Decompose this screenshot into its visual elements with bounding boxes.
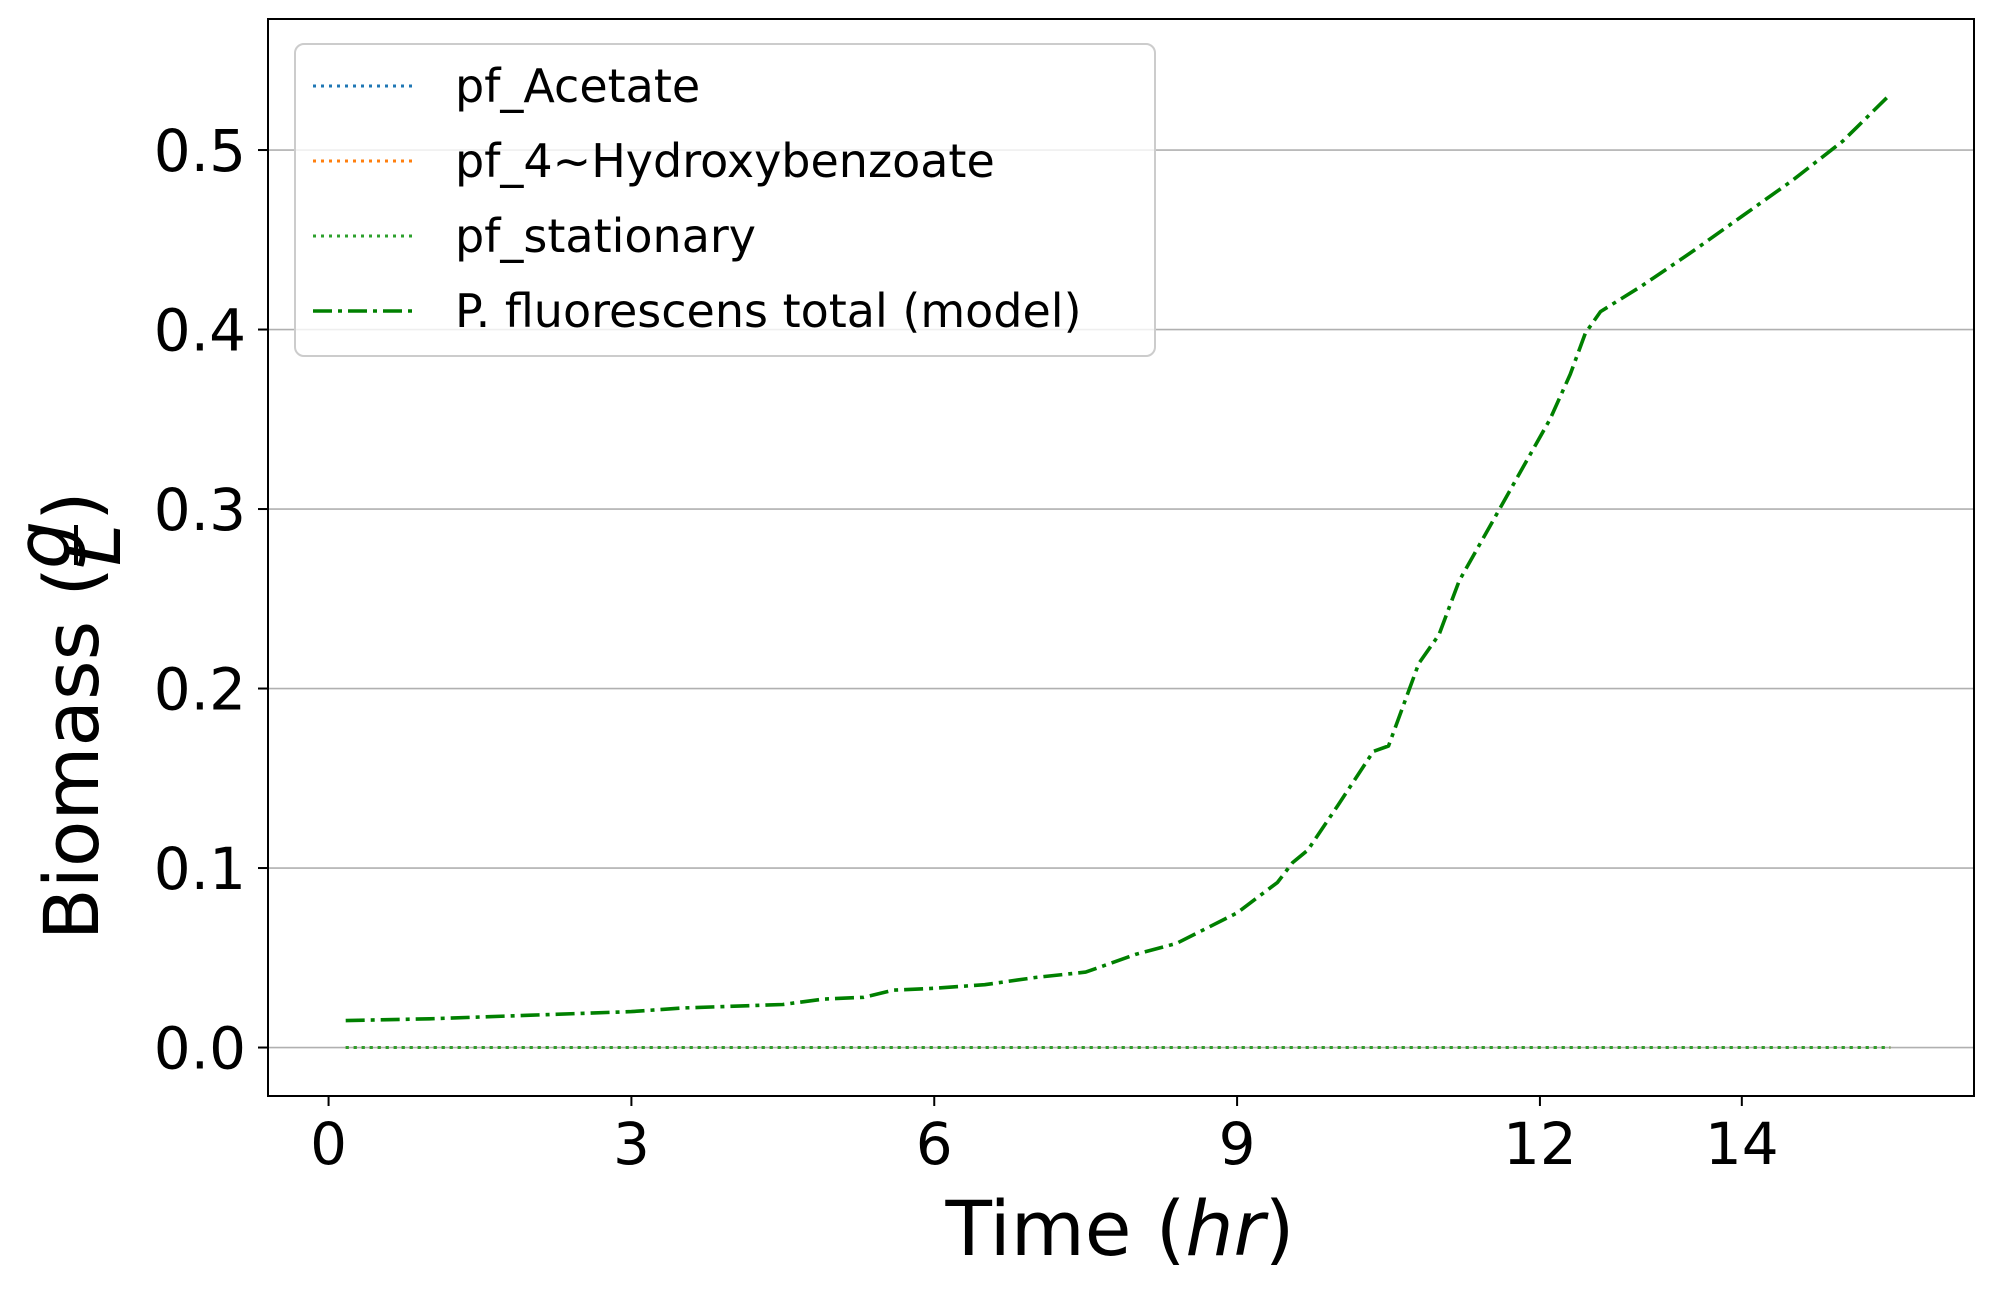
y-tick-label-5: 0.5: [154, 117, 246, 185]
x-tick-label-3: 9: [1219, 1110, 1256, 1178]
legend: pf_Acetate pf_4~Hydroxybenzoate pf_station…: [294, 43, 1156, 357]
x-axis-label-unit: hr: [1185, 1184, 1269, 1273]
x-tick-label-4: 12: [1503, 1110, 1577, 1178]
x-axis-label-prefix: Time (: [945, 1184, 1186, 1273]
plot-area-frame: [267, 18, 1975, 1097]
x-tick-label-0: 0: [310, 1110, 347, 1178]
series-line-3: [345, 93, 1892, 1023]
x-tick-label-2: 6: [916, 1110, 953, 1178]
legend-label-3: P. fluorescens total (model): [455, 284, 1082, 338]
legend-items: pf_Acetate pf_4~Hydroxybenzoate pf_station…: [313, 59, 1082, 338]
x-axis-ticks: 0 3 6 9 12 14: [310, 1096, 1779, 1178]
series-lines: [345, 93, 1892, 1049]
legend-label-2: pf_stationary: [455, 209, 756, 263]
y-axis-label-fraction-numerator: g: [0, 521, 88, 569]
y-tick-label-4: 0.4: [154, 297, 246, 365]
y-tick-label-0: 0.0: [154, 1015, 246, 1083]
y-axis-label-fraction-denominator: L: [49, 524, 138, 566]
y-axis-label-prefix: Biomass (: [27, 567, 116, 940]
x-tick-label-1: 3: [613, 1110, 650, 1178]
x-axis-label-suffix: ): [1265, 1184, 1295, 1273]
legend-label-1: pf_4~Hydroxybenzoate: [455, 134, 995, 188]
y-axis-label: Biomass ( g L ): [0, 491, 138, 940]
y-tick-label-1: 0.1: [154, 835, 246, 903]
y-axis-label-suffix: ): [27, 491, 116, 521]
legend-box: [294, 43, 1156, 357]
y-tick-label-2: 0.2: [154, 656, 246, 724]
y-tick-label-3: 0.3: [154, 476, 246, 544]
x-axis-label: Time (hr): [945, 1184, 1295, 1273]
y-axis-ticks: 0.0 0.1 0.2 0.3 0.4 0.5: [154, 117, 268, 1083]
x-tick-label-5: 14: [1705, 1110, 1779, 1178]
legend-label-0: pf_Acetate: [455, 59, 700, 113]
